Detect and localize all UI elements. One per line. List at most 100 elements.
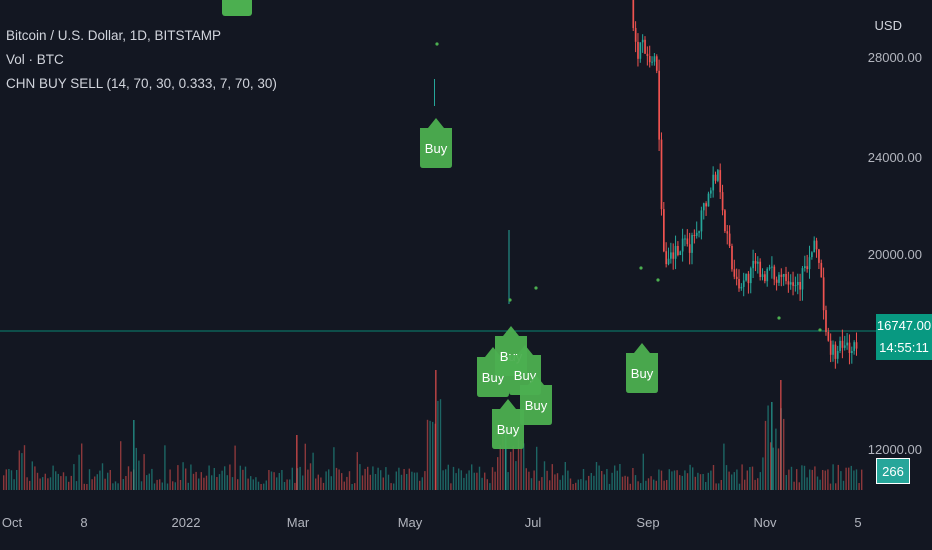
candle-body [639,42,642,59]
volume-bar [317,474,319,490]
volume-bar [621,476,624,490]
volume-bar [393,483,395,490]
volume-bar [49,477,52,490]
candle-body [670,252,672,259]
volume-bar [686,473,689,490]
candle-body [855,342,858,349]
volume-bar [338,469,340,490]
volume-bar [554,474,556,490]
volume-value-tag: 266 [876,458,910,484]
volume-bar [725,465,728,490]
candle-body [773,266,776,280]
volume-bar [273,472,275,490]
volume-bar [850,465,852,490]
volume-bar [369,474,371,490]
volume-bar [452,466,455,490]
volume-bar [502,433,504,490]
volume-bar [835,483,837,490]
volume-bar [575,482,577,490]
candle-body [834,344,837,359]
candle-body [780,274,783,277]
volume-bar [507,472,509,490]
volume-bar [195,471,197,490]
buy-signal-marker[interactable] [492,399,524,449]
volume-bar [777,448,780,490]
candle-body [749,268,752,284]
volume-bar [325,471,327,490]
volume-bar [699,474,702,490]
volume-bar [757,478,759,490]
volume-bar [296,435,298,490]
volume-bar [242,469,244,490]
buy-sell-indicator-label[interactable]: CHN BUY SELL (14, 70, 30, 0.333, 7, 70, … [6,76,277,91]
volume-bar [177,465,179,490]
buy-signal-marker[interactable] [222,0,252,16]
volume-bar [640,483,642,490]
signal-dot [656,278,660,282]
volume-bar [39,478,41,490]
candle-body [775,279,778,283]
volume-bar [42,477,44,490]
volume-bar [75,481,78,490]
volume-bar [816,476,819,490]
candle-body [695,232,698,236]
candle-body [655,56,658,71]
volume-bar [278,473,280,490]
volume-bar [468,470,470,490]
candle-body [778,274,780,283]
price-axis-tick: 24000.00 [868,150,922,165]
volume-bar [684,470,686,490]
candle-body [651,61,653,63]
volume-bar [161,482,163,490]
volume-bar [104,478,106,490]
volume-bar [47,478,49,490]
volume-bar [81,443,83,490]
candle-body [759,261,762,277]
volume-bar [419,480,421,490]
volume-bar [437,400,439,490]
volume-bar [18,450,20,490]
volume-bar [26,477,28,490]
volume-bar [250,476,252,490]
volume-bar [718,483,720,490]
volume-bar [832,464,834,490]
buy-signal-marker[interactable] [420,118,452,168]
candle-body [681,238,684,252]
volume-bar [528,471,530,490]
volume-bar [221,470,223,490]
volume-bar [252,479,254,490]
volume-bar [330,476,332,490]
volume-bar [237,479,239,490]
volume-bar [783,418,785,490]
volume-bar [588,475,590,490]
volume-indicator-label[interactable]: Vol · BTC [6,52,64,67]
volume-bar [530,478,533,490]
candle-body [665,251,668,265]
candle-body [698,231,700,233]
volume-bar [465,473,468,490]
volume-bar [707,472,709,490]
candle-body [846,342,848,346]
candle-body [719,170,722,193]
volume-bar [255,477,257,490]
volume-bar [435,370,437,490]
volume-bar [796,469,798,490]
volume-bar [359,464,361,490]
volume-bar [855,469,858,490]
time-axis-label: Mar [287,515,310,530]
volume-bar [671,471,673,490]
symbol-title[interactable]: Bitcoin / U.S. Dollar, 1D, BITSTAMP [6,28,222,43]
currency-label[interactable]: USD [874,18,902,33]
candle-body [707,193,710,207]
volume-bar [458,468,460,490]
volume-bar [117,483,119,490]
buy-signal-marker[interactable] [520,375,552,425]
volume-bar [408,468,410,490]
volume-bar [634,475,637,490]
volume-bar [762,457,764,490]
candle-body [693,235,696,236]
buy-signal-marker[interactable] [626,343,658,393]
volume-bar [146,475,148,490]
